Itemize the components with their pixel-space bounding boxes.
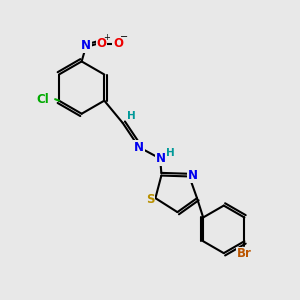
Text: N: N bbox=[81, 40, 91, 52]
Text: O: O bbox=[97, 37, 106, 50]
Text: H: H bbox=[127, 111, 136, 122]
Text: +: + bbox=[103, 33, 110, 42]
Text: Cl: Cl bbox=[36, 93, 49, 106]
Text: −: − bbox=[120, 32, 128, 42]
Text: N: N bbox=[188, 169, 198, 182]
Text: Br: Br bbox=[237, 247, 252, 260]
Text: N: N bbox=[134, 141, 144, 154]
Text: H: H bbox=[166, 148, 174, 158]
Text: N: N bbox=[155, 152, 166, 165]
Text: S: S bbox=[146, 193, 154, 206]
Text: O: O bbox=[113, 37, 123, 50]
